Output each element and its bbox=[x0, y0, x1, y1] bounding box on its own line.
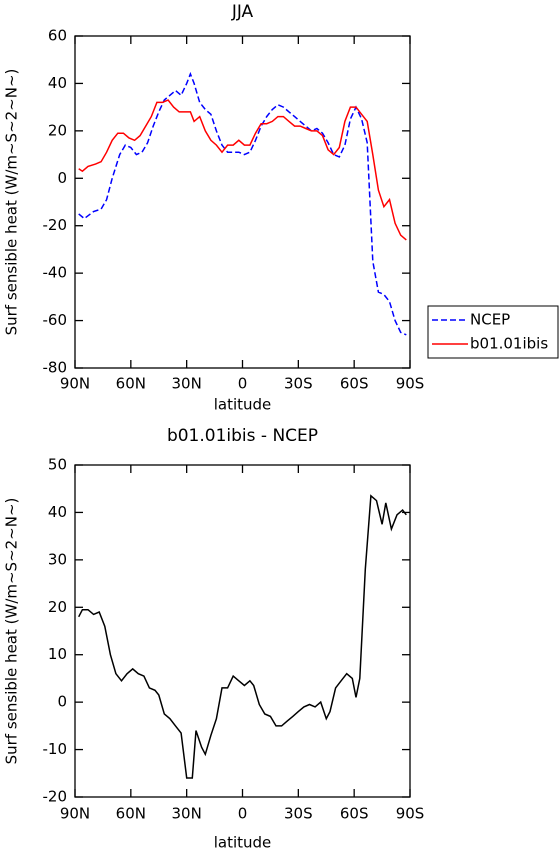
y-tick-label: 10 bbox=[48, 645, 67, 663]
chart-title: JJA bbox=[231, 2, 254, 22]
plot-frame bbox=[74, 35, 411, 369]
y-tick-label: 0 bbox=[57, 169, 67, 187]
y-tick-label: 40 bbox=[48, 74, 67, 92]
plot-frame bbox=[74, 464, 411, 798]
y-tick-label: -20 bbox=[43, 216, 68, 234]
y-tick-label: -10 bbox=[43, 740, 68, 758]
y-tick-label: 20 bbox=[48, 121, 67, 139]
x-tick-label: 90S bbox=[396, 805, 425, 823]
x-tick-label: 60N bbox=[116, 805, 146, 823]
y-axis-label: Surf sensible heat (W/m~S~2~N~) bbox=[3, 498, 21, 765]
y-tick-label: 40 bbox=[48, 503, 67, 521]
x-tick-label: 90N bbox=[60, 805, 90, 823]
y-tick-label: 0 bbox=[57, 693, 67, 711]
x-tick-label: 90S bbox=[396, 375, 425, 393]
y-axis-label: Surf sensible heat (W/m~S~2~N~) bbox=[3, 69, 21, 336]
chart-title: b01.01ibis - NCEP bbox=[167, 426, 318, 446]
y-tick-label: 20 bbox=[48, 598, 67, 616]
legend-box bbox=[427, 305, 559, 359]
x-axis-label: latitude bbox=[214, 396, 272, 414]
y-tick-label: -40 bbox=[43, 264, 68, 282]
x-tick-label: 60S bbox=[340, 805, 369, 823]
x-tick-label: 30S bbox=[284, 805, 313, 823]
data-line bbox=[78, 71, 407, 336]
x-tick-label: 0 bbox=[238, 805, 248, 823]
y-tick-label: 50 bbox=[48, 456, 67, 474]
data-line bbox=[78, 99, 407, 241]
x-tick-label: 60N bbox=[116, 375, 146, 393]
x-tick-label: 30S bbox=[284, 375, 313, 393]
y-tick-label: 60 bbox=[48, 27, 67, 45]
y-tick-label: -80 bbox=[43, 359, 68, 377]
x-tick-label: 60S bbox=[340, 375, 369, 393]
legend-label: NCEP bbox=[470, 311, 510, 329]
data-line bbox=[78, 494, 407, 779]
x-tick-label: 30N bbox=[172, 805, 202, 823]
x-axis-label: latitude bbox=[214, 834, 272, 851]
y-tick-label: -60 bbox=[43, 311, 68, 329]
x-tick-label: 0 bbox=[238, 375, 248, 393]
y-tick-label: -20 bbox=[43, 788, 68, 806]
x-tick-label: 90N bbox=[60, 375, 90, 393]
x-tick-label: 30N bbox=[172, 375, 202, 393]
y-tick-label: 30 bbox=[48, 550, 67, 568]
legend-label: b01.01ibis bbox=[470, 335, 548, 353]
